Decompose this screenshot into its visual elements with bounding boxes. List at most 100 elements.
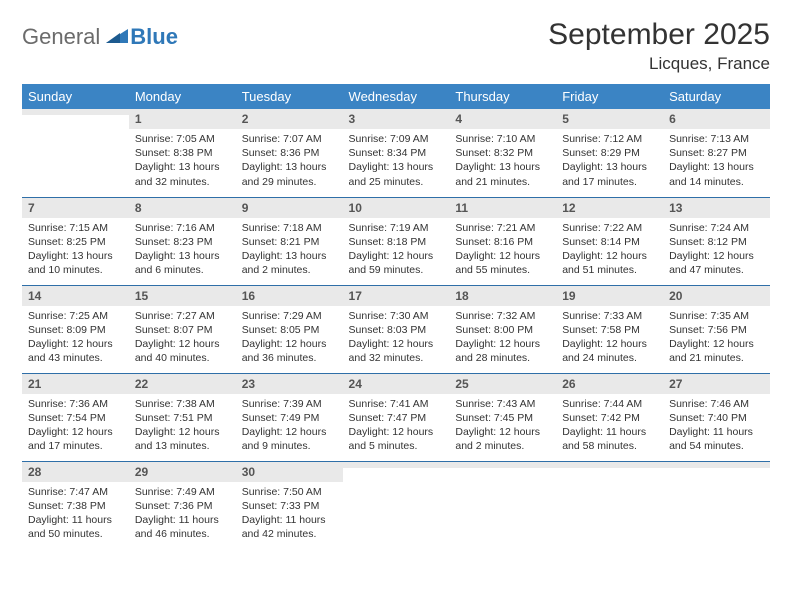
sunset-text: Sunset: 8:23 PM [135, 235, 230, 249]
sunset-text: Sunset: 7:49 PM [242, 411, 337, 425]
day-number: 19 [556, 286, 663, 306]
calendar-cell: 29Sunrise: 7:49 AMSunset: 7:36 PMDayligh… [129, 461, 236, 549]
calendar-cell: 10Sunrise: 7:19 AMSunset: 8:18 PMDayligh… [343, 197, 450, 285]
weekday-header: Saturday [663, 84, 770, 109]
day-info: Sunrise: 7:49 AMSunset: 7:36 PMDaylight:… [129, 482, 236, 546]
daylight-text: Daylight: 13 hours and 21 minutes. [455, 160, 550, 188]
calendar-cell: 21Sunrise: 7:36 AMSunset: 7:54 PMDayligh… [22, 373, 129, 461]
sunrise-text: Sunrise: 7:24 AM [669, 221, 764, 235]
day-info: Sunrise: 7:30 AMSunset: 8:03 PMDaylight:… [343, 306, 450, 370]
sunrise-text: Sunrise: 7:29 AM [242, 309, 337, 323]
sunrise-text: Sunrise: 7:18 AM [242, 221, 337, 235]
title-block: September 2025 Licques, France [548, 18, 770, 74]
day-number: 5 [556, 109, 663, 129]
day-info [343, 468, 450, 528]
calendar-cell: 28Sunrise: 7:47 AMSunset: 7:38 PMDayligh… [22, 461, 129, 549]
day-info: Sunrise: 7:50 AMSunset: 7:33 PMDaylight:… [236, 482, 343, 546]
sunrise-text: Sunrise: 7:13 AM [669, 132, 764, 146]
day-number: 26 [556, 374, 663, 394]
day-info: Sunrise: 7:22 AMSunset: 8:14 PMDaylight:… [556, 218, 663, 282]
sunrise-text: Sunrise: 7:36 AM [28, 397, 123, 411]
sunset-text: Sunset: 8:14 PM [562, 235, 657, 249]
day-info: Sunrise: 7:35 AMSunset: 7:56 PMDaylight:… [663, 306, 770, 370]
calendar-cell: 23Sunrise: 7:39 AMSunset: 7:49 PMDayligh… [236, 373, 343, 461]
day-number: 13 [663, 198, 770, 218]
day-number: 30 [236, 462, 343, 482]
sunset-text: Sunset: 8:03 PM [349, 323, 444, 337]
calendar-row: 7Sunrise: 7:15 AMSunset: 8:25 PMDaylight… [22, 197, 770, 285]
sunset-text: Sunset: 7:38 PM [28, 499, 123, 513]
calendar-cell: 26Sunrise: 7:44 AMSunset: 7:42 PMDayligh… [556, 373, 663, 461]
calendar-cell: 11Sunrise: 7:21 AMSunset: 8:16 PMDayligh… [449, 197, 556, 285]
daylight-text: Daylight: 13 hours and 2 minutes. [242, 249, 337, 277]
sunset-text: Sunset: 8:36 PM [242, 146, 337, 160]
sunrise-text: Sunrise: 7:25 AM [28, 309, 123, 323]
sunset-text: Sunset: 8:34 PM [349, 146, 444, 160]
sunset-text: Sunset: 7:58 PM [562, 323, 657, 337]
calendar-cell: 9Sunrise: 7:18 AMSunset: 8:21 PMDaylight… [236, 197, 343, 285]
daylight-text: Daylight: 12 hours and 28 minutes. [455, 337, 550, 365]
calendar-cell: 14 Sunrise: 7:25 AMSunset: 8:09 PMDayligh… [22, 285, 129, 373]
day-number: 14 [22, 286, 129, 306]
calendar-cell: 3Sunrise: 7:09 AMSunset: 8:34 PMDaylight… [343, 109, 450, 197]
brand-part1: General [22, 24, 100, 50]
sunset-text: Sunset: 8:07 PM [135, 323, 230, 337]
weekday-header: Wednesday [343, 84, 450, 109]
sunrise-text: Sunrise: 7:38 AM [135, 397, 230, 411]
day-info: Sunrise: 7:10 AMSunset: 8:32 PMDaylight:… [449, 129, 556, 193]
sunrise-text: Sunrise: 7:43 AM [455, 397, 550, 411]
sunrise-text: Sunrise: 7:49 AM [135, 485, 230, 499]
sunrise-text: Sunrise: 7:50 AM [242, 485, 337, 499]
calendar-cell: 15Sunrise: 7:27 AMSunset: 8:07 PMDayligh… [129, 285, 236, 373]
sunrise-text: Sunrise: 7:07 AM [242, 132, 337, 146]
sunset-text: Sunset: 7:33 PM [242, 499, 337, 513]
sunrise-text: Sunrise: 7:16 AM [135, 221, 230, 235]
day-number: 29 [129, 462, 236, 482]
day-info: Sunrise: 7:16 AMSunset: 8:23 PMDaylight:… [129, 218, 236, 282]
sunrise-text: Sunrise: 7:21 AM [455, 221, 550, 235]
day-info: Sunrise: 7:38 AMSunset: 7:51 PMDaylight:… [129, 394, 236, 458]
daylight-text: Daylight: 12 hours and 43 minutes. [28, 337, 123, 365]
day-info: Sunrise: 7:13 AMSunset: 8:27 PMDaylight:… [663, 129, 770, 193]
sunrise-text: Sunrise: 7:39 AM [242, 397, 337, 411]
day-number: 9 [236, 198, 343, 218]
day-number: 8 [129, 198, 236, 218]
daylight-text: Daylight: 11 hours and 42 minutes. [242, 513, 337, 541]
daylight-text: Daylight: 12 hours and 21 minutes. [669, 337, 764, 365]
daylight-text: Daylight: 12 hours and 36 minutes. [242, 337, 337, 365]
day-number: 23 [236, 374, 343, 394]
sunrise-text: Sunrise: 7:30 AM [349, 309, 444, 323]
calendar-table: Sunday Monday Tuesday Wednesday Thursday… [22, 84, 770, 549]
day-number: 28 [22, 462, 129, 482]
calendar-row: 28Sunrise: 7:47 AMSunset: 7:38 PMDayligh… [22, 461, 770, 549]
daylight-text: Daylight: 12 hours and 40 minutes. [135, 337, 230, 365]
day-number: 17 [343, 286, 450, 306]
sunset-text: Sunset: 7:47 PM [349, 411, 444, 425]
day-info: Sunrise: 7:47 AMSunset: 7:38 PMDaylight:… [22, 482, 129, 546]
calendar-cell: 12Sunrise: 7:22 AMSunset: 8:14 PMDayligh… [556, 197, 663, 285]
day-info: Sunrise: 7:12 AMSunset: 8:29 PMDaylight:… [556, 129, 663, 193]
sunrise-text: Sunrise: 7:10 AM [455, 132, 550, 146]
calendar-cell: 5Sunrise: 7:12 AMSunset: 8:29 PMDaylight… [556, 109, 663, 197]
sunrise-text: Sunrise: 7:47 AM [28, 485, 123, 499]
calendar-row: 14Sunrise: 7:25 AMSunset: 8:09 PMDayligh… [22, 285, 770, 373]
sunset-text: Sunset: 8:09 PM [28, 323, 123, 337]
day-number: 10 [343, 198, 450, 218]
day-info: Sunrise: 7:46 AMSunset: 7:40 PMDaylight:… [663, 394, 770, 458]
calendar-cell [556, 461, 663, 549]
daylight-text: Daylight: 12 hours and 24 minutes. [562, 337, 657, 365]
daylight-text: Daylight: 12 hours and 17 minutes. [28, 425, 123, 453]
daylight-text: Daylight: 13 hours and 6 minutes. [135, 249, 230, 277]
day-number: 12 [556, 198, 663, 218]
day-info: Sunrise: 7:29 AMSunset: 8:05 PMDaylight:… [236, 306, 343, 370]
calendar-cell [343, 461, 450, 549]
daylight-text: Daylight: 11 hours and 46 minutes. [135, 513, 230, 541]
day-info: Sunrise: 7:27 AMSunset: 8:07 PMDaylight:… [129, 306, 236, 370]
sunset-text: Sunset: 8:00 PM [455, 323, 550, 337]
day-info: Sunrise: 7:44 AMSunset: 7:42 PMDaylight:… [556, 394, 663, 458]
daylight-text: Daylight: 11 hours and 58 minutes. [562, 425, 657, 453]
daylight-text: Daylight: 12 hours and 51 minutes. [562, 249, 657, 277]
day-number: 6 [663, 109, 770, 129]
sunset-text: Sunset: 7:40 PM [669, 411, 764, 425]
sunset-text: Sunset: 8:32 PM [455, 146, 550, 160]
